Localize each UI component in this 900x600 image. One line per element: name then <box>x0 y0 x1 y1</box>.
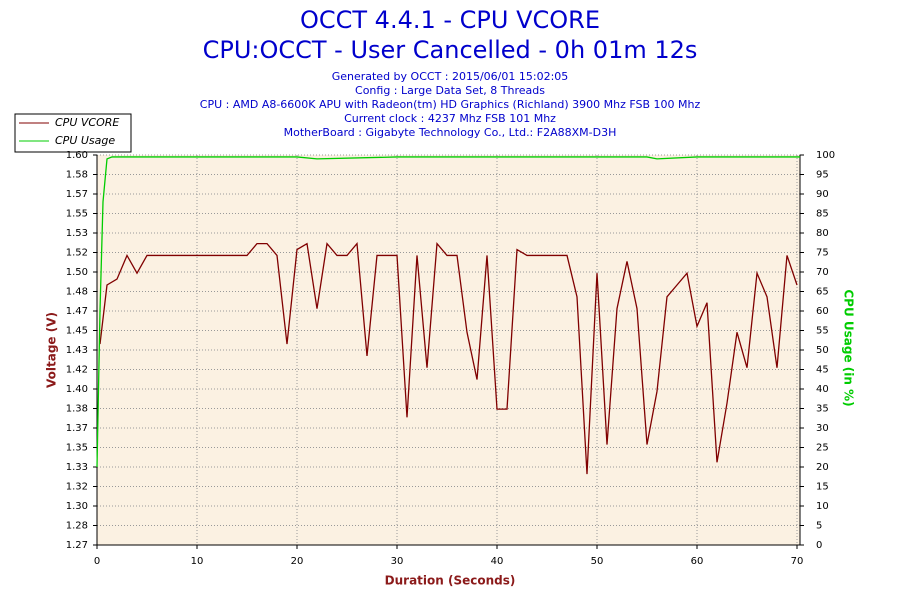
y-tick-label: 1.55 <box>66 209 88 220</box>
y-tick-label: 1.48 <box>66 287 88 298</box>
legend <box>14 113 132 153</box>
y-tick-label: 1.35 <box>66 443 88 454</box>
y2-tick-label: 55 <box>816 326 829 337</box>
y2-tick-label: 20 <box>816 462 829 473</box>
subtitle: Generated by OCCT : 2015/06/01 15:02:05 <box>332 70 569 83</box>
x-tick-label: 10 <box>191 556 204 567</box>
legend-label: CPU Usage <box>55 134 115 147</box>
y2-tick-label: 0 <box>816 540 822 551</box>
series-line <box>99 242 798 475</box>
x-tick-label: 0 <box>94 556 100 567</box>
y2-tick-label: 65 <box>816 287 829 298</box>
y2-tick-label: 50 <box>816 345 829 356</box>
subtitle: MotherBoard : Gigabyte Technology Co., L… <box>284 126 617 139</box>
y-tick-label: 1.47 <box>66 306 88 317</box>
y2-tick-label: 15 <box>816 482 829 493</box>
subtitle: Current clock : 4237 Mhz FSB 101 Mhz <box>344 112 556 125</box>
y-tick-label: 1.33 <box>66 462 88 473</box>
subtitle: Config : Large Data Set, 8 Threads <box>355 84 545 97</box>
y2-tick-label: 100 <box>816 150 835 161</box>
x-tick-label: 60 <box>691 556 704 567</box>
y-tick-label: 1.37 <box>66 423 88 434</box>
y-tick-label: 1.58 <box>66 170 88 181</box>
x-tick-label: 50 <box>591 556 604 567</box>
y2-tick-label: 75 <box>816 248 829 259</box>
y-tick-label: 1.45 <box>66 326 88 337</box>
y2-tick-label: 35 <box>816 404 829 415</box>
y-tick-label: 1.42 <box>66 365 88 376</box>
x-tick-label: 20 <box>291 556 304 567</box>
y2-tick-label: 30 <box>816 423 829 434</box>
y2-tick-label: 5 <box>816 521 822 532</box>
y-tick-label: 1.32 <box>66 482 88 493</box>
x-axis-label: Duration (Seconds) <box>385 574 516 588</box>
y-tick-label: 1.52 <box>66 248 88 259</box>
y2-tick-label: 85 <box>816 209 829 220</box>
y-tick-label: 1.38 <box>66 404 88 415</box>
legend-label: CPU VCORE <box>55 116 119 129</box>
y2-tick-label: 95 <box>816 170 829 181</box>
y2-tick-label: 10 <box>816 501 829 512</box>
y2-tick-label: 25 <box>816 443 829 454</box>
y2-axis-label: CPU Usage (in %) <box>842 289 856 406</box>
y-tick-label: 1.50 <box>66 267 88 278</box>
y2-tick-label: 45 <box>816 365 829 376</box>
subtitle: CPU : AMD A8-6600K APU with Radeon(tm) H… <box>200 98 701 111</box>
y-axis-label: Voltage (V) <box>45 312 59 388</box>
x-tick-label: 30 <box>391 556 404 567</box>
y-tick-label: 1.40 <box>66 384 88 395</box>
y2-tick-label: 40 <box>816 384 829 395</box>
series-line <box>96 156 800 468</box>
y-tick-label: 1.53 <box>66 228 88 239</box>
x-tick-label: 40 <box>491 556 504 567</box>
y-tick-label: 1.60 <box>66 150 88 161</box>
y-tick-label: 1.57 <box>66 189 88 200</box>
y-tick-label: 1.30 <box>66 501 88 512</box>
y-tick-label: 1.28 <box>66 521 88 532</box>
y2-tick-label: 90 <box>816 189 829 200</box>
chart-title: OCCT 4.4.1 - CPU VCORE <box>300 6 600 34</box>
y-tick-label: 1.43 <box>66 345 88 356</box>
y2-tick-label: 60 <box>816 306 829 317</box>
x-tick-label: 70 <box>791 556 804 567</box>
y2-tick-label: 80 <box>816 228 829 239</box>
y-tick-label: 1.27 <box>66 540 88 551</box>
chart-title: CPU:OCCT - User Cancelled - 0h 01m 12s <box>203 36 698 64</box>
y2-tick-label: 70 <box>816 267 829 278</box>
